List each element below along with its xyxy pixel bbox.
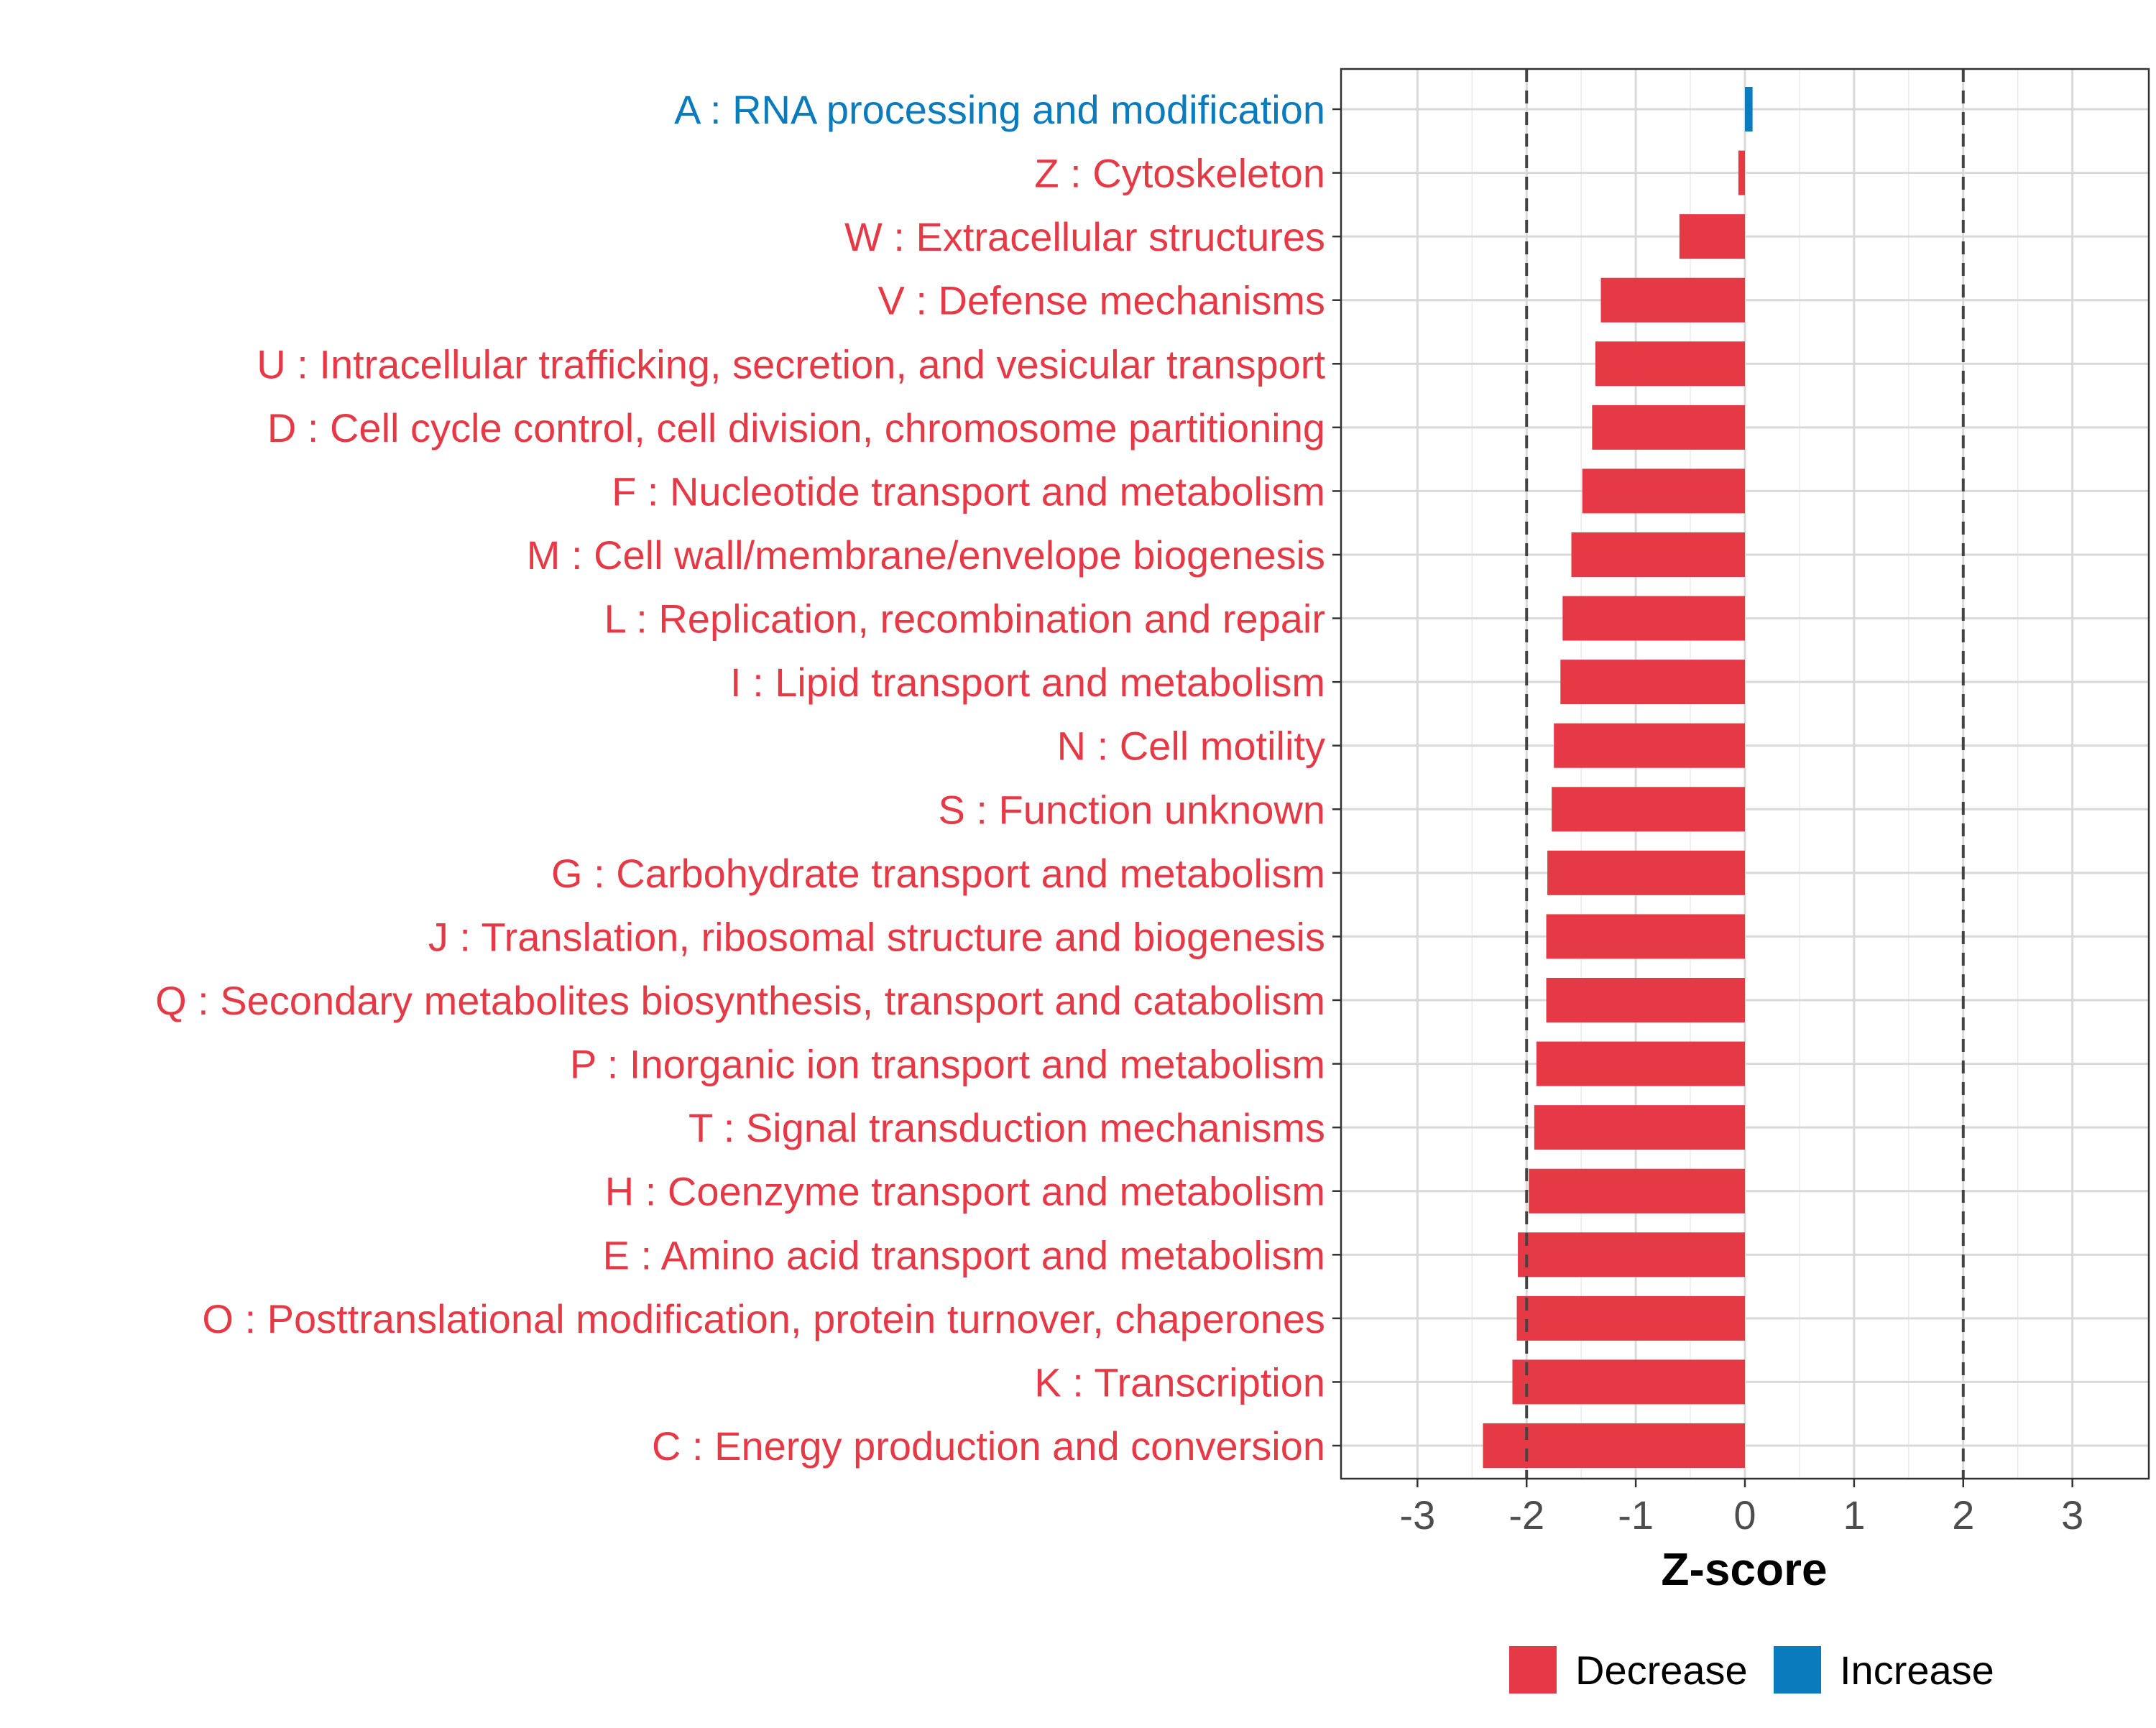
bar bbox=[1552, 787, 1745, 832]
bar bbox=[1546, 978, 1745, 1022]
y-tick-label: M : Cell wall/membrane/envelope biogenes… bbox=[527, 532, 1325, 578]
bar bbox=[1560, 660, 1745, 705]
bar bbox=[1546, 914, 1745, 959]
x-axis-ticks bbox=[1416, 1479, 2073, 1487]
bar bbox=[1516, 1295, 1745, 1341]
y-tick-label: W : Extracellular structures bbox=[844, 214, 1325, 259]
x-tick-label: 0 bbox=[1733, 1492, 1756, 1538]
x-tick-label: -2 bbox=[1508, 1492, 1544, 1538]
bar bbox=[1679, 214, 1745, 259]
bar bbox=[1547, 850, 1745, 895]
bar bbox=[1582, 468, 1745, 514]
bar bbox=[1745, 87, 1753, 131]
y-tick-label: A : RNA processing and modification bbox=[674, 87, 1325, 132]
bar bbox=[1483, 1423, 1745, 1468]
bar bbox=[1554, 723, 1745, 768]
reference-lines bbox=[1525, 69, 1965, 1479]
legend-label-increase: Increase bbox=[1840, 1648, 1994, 1693]
legend-swatch-decrease bbox=[1509, 1646, 1557, 1694]
x-tick-label: 3 bbox=[2061, 1492, 2083, 1538]
y-tick-label: S : Function unknown bbox=[938, 787, 1325, 832]
bar bbox=[1738, 150, 1745, 195]
x-tick-label: 2 bbox=[1952, 1492, 1974, 1538]
y-tick-label: H : Coenzyme transport and metabolism bbox=[605, 1169, 1325, 1214]
bar bbox=[1518, 1232, 1745, 1277]
y-tick-label: J : Translation, ribosomal structure and… bbox=[428, 914, 1325, 959]
legend: Decrease Increase bbox=[1509, 1646, 1994, 1694]
y-tick-label: F : Nucleotide transport and metabolism bbox=[612, 468, 1325, 514]
bar bbox=[1562, 596, 1745, 641]
y-tick-label: P : Inorganic ion transport and metaboli… bbox=[570, 1042, 1325, 1087]
y-tick-label: U : Intracellular trafficking, secretion… bbox=[257, 341, 1325, 387]
y-tick-label: D : Cell cycle control, cell division, c… bbox=[267, 405, 1325, 451]
y-tick-label: L : Replication, recombination and repai… bbox=[604, 596, 1325, 642]
bar bbox=[1529, 1168, 1745, 1214]
y-tick-label: N : Cell motility bbox=[1057, 724, 1325, 769]
bar bbox=[1512, 1359, 1745, 1405]
bar bbox=[1600, 277, 1745, 323]
y-tick-label: C : Energy production and conversion bbox=[652, 1423, 1325, 1469]
y-tick-label: I : Lipid transport and metabolism bbox=[730, 660, 1325, 705]
x-axis-title: Z-score bbox=[1661, 1543, 1827, 1595]
y-tick-label: Q : Secondary metabolites biosynthesis, … bbox=[155, 978, 1325, 1023]
y-tick-label: O : Posttranslational modification, prot… bbox=[202, 1296, 1325, 1341]
y-axis-labels: A : RNA processing and modification Z : C… bbox=[155, 87, 1325, 1469]
x-tick-label: 1 bbox=[1843, 1492, 1865, 1538]
y-tick-label: T : Signal transduction mechanisms bbox=[688, 1105, 1325, 1150]
x-tick-label: -3 bbox=[1399, 1492, 1435, 1538]
x-tick-label: -1 bbox=[1618, 1492, 1654, 1538]
x-axis-labels: -3 -2 -1 0 1 2 3 bbox=[1399, 1492, 2083, 1538]
y-axis-ticks bbox=[1332, 108, 1341, 1447]
bar bbox=[1536, 1041, 1745, 1086]
bars bbox=[1483, 87, 1753, 1468]
bar bbox=[1595, 341, 1745, 387]
legend-label-decrease: Decrease bbox=[1575, 1648, 1748, 1693]
legend-swatch-increase bbox=[1774, 1646, 1821, 1694]
bar bbox=[1571, 532, 1745, 577]
y-tick-label: E : Amino acid transport and metabolism bbox=[603, 1232, 1325, 1277]
y-tick-label: K : Transcription bbox=[1034, 1359, 1325, 1405]
y-tick-label: V : Defense mechanisms bbox=[878, 278, 1325, 323]
y-tick-label: Z : Cytoskeleton bbox=[1034, 151, 1325, 196]
y-tick-label: G : Carbohydrate transport and metabolis… bbox=[551, 851, 1325, 896]
bar bbox=[1534, 1105, 1745, 1150]
bar bbox=[1592, 405, 1745, 450]
